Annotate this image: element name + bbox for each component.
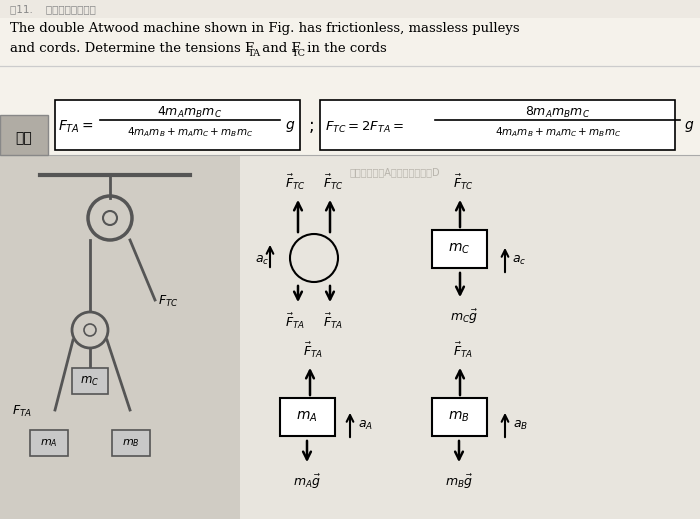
Text: The double Atwood machine shown in Fig. has frictionless, massless pulleys: The double Atwood machine shown in Fig. …	[10, 22, 519, 35]
Text: 解析: 解析	[15, 131, 32, 145]
Text: TA: TA	[248, 49, 261, 58]
Bar	[280, 398, 335, 436]
Text: $m_B\vec{g}$: $m_B\vec{g}$	[445, 473, 473, 491]
Text: $4m_Am_B+m_Am_C+m_Bm_C$: $4m_Am_B+m_Am_C+m_Bm_C$	[127, 125, 253, 139]
Text: $4m_Am_Bm_C$: $4m_Am_Bm_C$	[158, 104, 223, 119]
Text: $m_C$: $m_C$	[80, 374, 99, 388]
Text: $a_A$: $a_A$	[358, 418, 373, 432]
Text: $m_B$: $m_B$	[448, 410, 470, 424]
Bar	[30, 430, 68, 456]
Text: and cords. Determine the tensions F: and cords. Determine the tensions F	[10, 42, 254, 55]
Text: $\vec{F}_{TA}$: $\vec{F}_{TA}$	[303, 340, 323, 360]
Text: $m_B$: $m_B$	[122, 437, 140, 449]
Bar	[0, 115, 48, 155]
Text: 量贡烛孝保链A幽半铸门蕻獭下D: 量贡烛孝保链A幽半铸门蕻獭下D	[350, 167, 440, 177]
Text: $m_C$: $m_C$	[448, 242, 470, 256]
Text: $F_{TA}=$: $F_{TA}=$	[58, 119, 94, 135]
Text: $m_C\vec{g}$: $m_C\vec{g}$	[450, 308, 478, 326]
Text: $F_{TA}$: $F_{TA}$	[12, 404, 32, 419]
Text: $m_A$: $m_A$	[40, 437, 58, 449]
Text: $\vec{F}_{TA}$: $\vec{F}_{TA}$	[323, 312, 343, 331]
Text: TC: TC	[292, 49, 306, 58]
Text: $;$: $;$	[308, 117, 314, 135]
Text: $a_B$: $a_B$	[513, 418, 528, 432]
Bar	[432, 230, 487, 268]
Text: $a_c$: $a_c$	[255, 253, 270, 267]
Bar	[72, 368, 108, 394]
Text: $a_c$: $a_c$	[512, 253, 526, 267]
Text: $g$: $g$	[285, 118, 295, 133]
Bar	[0, 155, 700, 519]
Text: $8m_Am_Bm_C$: $8m_Am_Bm_C$	[526, 104, 591, 119]
Bar	[112, 430, 150, 456]
Bar	[320, 100, 675, 150]
Bar	[55, 100, 300, 150]
Text: $\vec{F}_{TC}$: $\vec{F}_{TC}$	[323, 173, 344, 192]
Text: $F_{TC}=2F_{TA}=$: $F_{TC}=2F_{TA}=$	[325, 119, 404, 134]
Text: $\vec{F}_{TC}$: $\vec{F}_{TC}$	[285, 173, 305, 192]
Text: $4m_Am_B+m_Am_C+m_Bm_C$: $4m_Am_B+m_Am_C+m_Bm_C$	[495, 125, 621, 139]
Text: $\vec{F}_{TA}$: $\vec{F}_{TA}$	[285, 312, 305, 331]
Text: $m_A$: $m_A$	[296, 410, 318, 424]
Text: $m_A\vec{g}$: $m_A\vec{g}$	[293, 473, 321, 491]
Text: 所11.    消輔系統運動分析: 所11. 消輔系統運動分析	[10, 4, 96, 14]
Bar	[0, 0, 700, 155]
Text: $\vec{F}_{TA}$: $\vec{F}_{TA}$	[453, 340, 473, 360]
Bar	[432, 398, 487, 436]
Text: $\vec{F}_{TC}$: $\vec{F}_{TC}$	[453, 173, 473, 192]
Text: and F: and F	[258, 42, 300, 55]
Bar	[0, 0, 700, 18]
Text: $F_{TC}$: $F_{TC}$	[158, 294, 178, 309]
Text: in the cords: in the cords	[303, 42, 386, 55]
Bar	[0, 155, 240, 519]
Text: $g$: $g$	[684, 118, 694, 133]
